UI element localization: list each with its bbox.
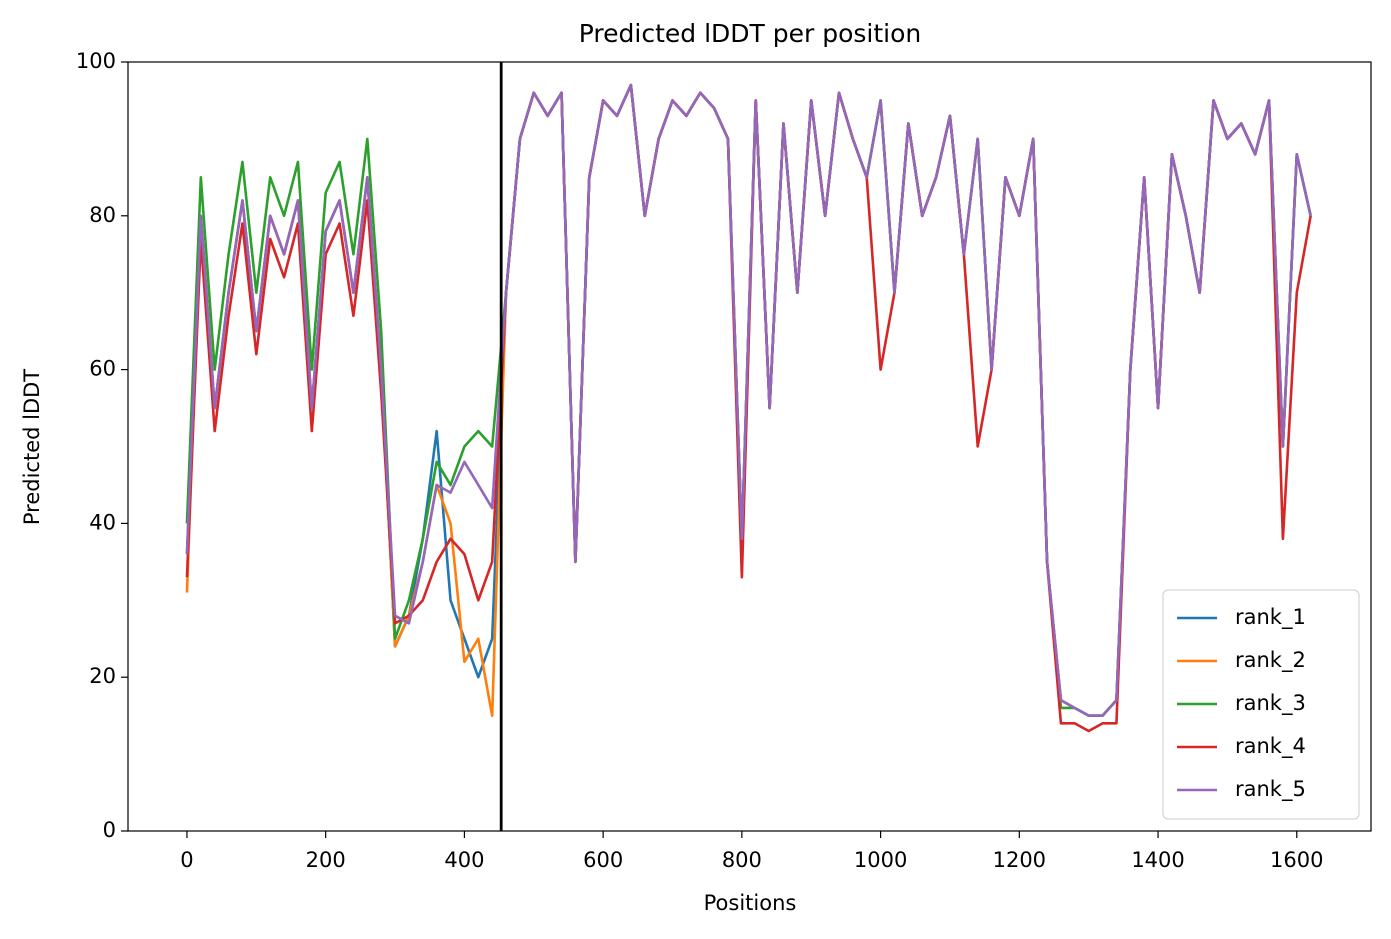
series-line bbox=[185, 83, 1312, 717]
legend-label: rank_3 bbox=[1235, 691, 1306, 716]
y-tick-label: 20 bbox=[89, 664, 116, 688]
series-line bbox=[185, 83, 1312, 717]
legend-label: rank_5 bbox=[1235, 777, 1306, 802]
y-tick-label: 40 bbox=[89, 510, 116, 534]
x-tick-label: 400 bbox=[444, 848, 484, 872]
legend-box bbox=[1162, 589, 1360, 820]
x-tick-label: 1000 bbox=[854, 848, 907, 872]
legend-label: rank_4 bbox=[1235, 734, 1306, 759]
chart-title: Predicted lDDT per position bbox=[579, 19, 921, 48]
y-axis-label: Predicted lDDT bbox=[20, 369, 44, 525]
x-tick-label: 600 bbox=[583, 848, 623, 872]
x-tick-label: 1600 bbox=[1270, 848, 1323, 872]
x-tick-label: 1400 bbox=[1131, 848, 1184, 872]
y-tick-label: 0 bbox=[103, 818, 116, 842]
y-tick-label: 60 bbox=[89, 357, 116, 381]
series-line bbox=[185, 83, 1312, 717]
legend-label: rank_2 bbox=[1235, 648, 1306, 673]
y-tick-label: 80 bbox=[89, 203, 116, 227]
x-tick-label: 1200 bbox=[993, 848, 1046, 872]
legend-label: rank_1 bbox=[1235, 605, 1306, 630]
series-line bbox=[185, 83, 1312, 733]
x-axis-label: Positions bbox=[704, 891, 797, 915]
x-tick-label: 0 bbox=[180, 848, 193, 872]
x-tick-label: 200 bbox=[306, 848, 346, 872]
plot-frame bbox=[127, 61, 1372, 832]
y-tick-label: 100 bbox=[76, 49, 116, 73]
x-tick-label: 800 bbox=[722, 848, 762, 872]
series-line bbox=[185, 83, 1312, 717]
